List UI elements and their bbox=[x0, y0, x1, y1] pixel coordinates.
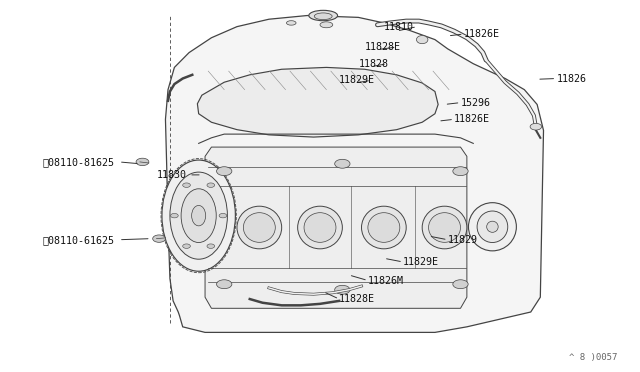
Ellipse shape bbox=[429, 213, 461, 242]
Circle shape bbox=[453, 167, 468, 176]
Circle shape bbox=[207, 183, 214, 187]
Ellipse shape bbox=[368, 213, 400, 242]
Text: 11828E: 11828E bbox=[339, 294, 375, 304]
Ellipse shape bbox=[422, 206, 467, 249]
Text: Ⓑ08110-61625: Ⓑ08110-61625 bbox=[42, 235, 114, 245]
Text: 11828E: 11828E bbox=[365, 42, 401, 52]
Ellipse shape bbox=[468, 203, 516, 251]
Text: 11829: 11829 bbox=[448, 235, 477, 245]
Ellipse shape bbox=[237, 206, 282, 249]
Text: 11826: 11826 bbox=[556, 74, 586, 84]
Ellipse shape bbox=[320, 22, 333, 28]
Ellipse shape bbox=[309, 10, 337, 21]
Ellipse shape bbox=[417, 36, 428, 44]
Polygon shape bbox=[205, 147, 467, 308]
Circle shape bbox=[453, 280, 468, 289]
Ellipse shape bbox=[162, 160, 236, 271]
Circle shape bbox=[216, 280, 232, 289]
Text: 11829E: 11829E bbox=[403, 257, 439, 267]
Circle shape bbox=[153, 235, 166, 242]
Polygon shape bbox=[166, 16, 543, 333]
Text: 11828: 11828 bbox=[358, 59, 388, 69]
Text: 11826E: 11826E bbox=[464, 29, 500, 39]
Text: 11826M: 11826M bbox=[368, 276, 404, 285]
Text: 11829E: 11829E bbox=[339, 76, 375, 86]
Ellipse shape bbox=[304, 213, 336, 242]
Ellipse shape bbox=[191, 205, 205, 226]
Ellipse shape bbox=[530, 124, 541, 130]
Ellipse shape bbox=[314, 13, 332, 20]
Ellipse shape bbox=[287, 21, 296, 25]
Ellipse shape bbox=[298, 206, 342, 249]
Circle shape bbox=[171, 214, 178, 218]
Ellipse shape bbox=[181, 189, 216, 243]
Circle shape bbox=[335, 159, 350, 168]
Text: ^ 8 )0057: ^ 8 )0057 bbox=[568, 353, 617, 362]
Polygon shape bbox=[197, 67, 438, 137]
Ellipse shape bbox=[362, 206, 406, 249]
Ellipse shape bbox=[243, 213, 275, 242]
Ellipse shape bbox=[486, 221, 498, 232]
Text: Ⓑ08110-81625: Ⓑ08110-81625 bbox=[42, 157, 114, 167]
Text: 11830: 11830 bbox=[157, 170, 187, 180]
Circle shape bbox=[207, 244, 214, 248]
Ellipse shape bbox=[170, 172, 227, 259]
Text: 11826E: 11826E bbox=[454, 114, 490, 124]
Circle shape bbox=[216, 167, 232, 176]
Circle shape bbox=[182, 244, 190, 248]
Circle shape bbox=[182, 183, 190, 187]
Circle shape bbox=[335, 285, 350, 294]
Ellipse shape bbox=[477, 211, 508, 243]
Circle shape bbox=[136, 158, 149, 166]
Text: 11810: 11810 bbox=[384, 22, 414, 32]
Text: 15296: 15296 bbox=[461, 97, 490, 108]
Circle shape bbox=[219, 214, 227, 218]
